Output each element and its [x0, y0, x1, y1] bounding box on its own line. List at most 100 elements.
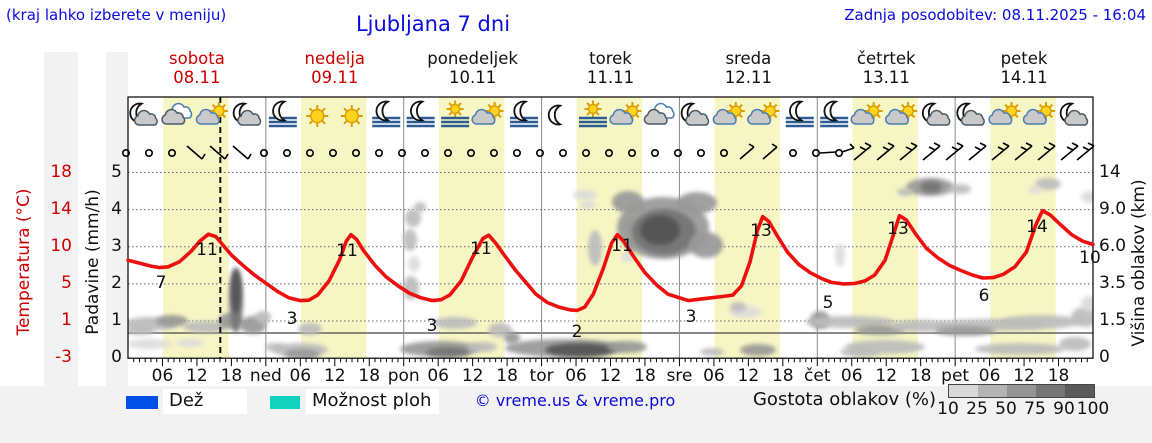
hour-axis-label: 18 [220, 366, 243, 386]
weather-icon-sun-cloud [195, 102, 228, 125]
wind-symbol-calm [420, 149, 429, 158]
hour-axis-label: 18 [496, 366, 518, 386]
temp-tick-label: 14 [50, 198, 72, 219]
density-tick-label: 10 [937, 399, 959, 419]
precip-tick-label: 2 [111, 272, 122, 293]
wind-symbol-ne [1076, 142, 1095, 161]
temp-tick-label: 10 [50, 235, 72, 256]
day-name-label: sobota [169, 49, 225, 68]
cloud-density-blob [975, 343, 1065, 355]
density-bar-segment [1065, 385, 1094, 397]
showers-legend-swatch [270, 396, 300, 409]
temperature-value-label: 14 [1026, 217, 1048, 237]
cloud-density-blob [920, 181, 942, 193]
temperature-value-label: 11 [336, 241, 358, 261]
weather-icon-sun-cloud [712, 102, 745, 125]
hour-axis-label: 12 [461, 366, 484, 386]
wind-symbol-ne [1060, 142, 1079, 161]
cloud-density-blob [1081, 296, 1093, 312]
cloud-density-blob [840, 347, 880, 357]
wind-symbol-ne [899, 142, 918, 161]
cloud-density-blob [1028, 186, 1042, 194]
cloud-density-blob [1035, 178, 1061, 190]
copyright-link[interactable]: © vreme.us & vreme.pro [474, 391, 676, 410]
weather-icon-sun [306, 105, 329, 127]
temperature-value-label: 5 [822, 293, 834, 313]
cloud-density-blob [835, 243, 845, 267]
cloud-density-blob [890, 320, 950, 332]
day-band [852, 97, 918, 359]
hour-axis-label: 12 [875, 366, 898, 386]
temperature-value-label: 11 [611, 236, 633, 256]
weather-icon-sun-cloud [1022, 102, 1055, 125]
temperature-value-label: 13 [887, 219, 909, 239]
cloud-density-blob [405, 209, 421, 227]
hour-axis-label: pon [387, 366, 420, 386]
wind-symbol-calm [673, 149, 682, 158]
wind-symbol-calm [489, 149, 498, 158]
wind-symbol-calm [374, 149, 383, 158]
hour-axis-label: tor [529, 366, 554, 386]
temperature-value-label: 10 [1079, 248, 1101, 268]
cloud-density-blob [689, 232, 723, 258]
weather-icon-sun-cloud [850, 102, 883, 125]
wind-symbol-ne1 [762, 143, 778, 160]
cloud-density-blob [1081, 191, 1093, 203]
hour-axis-label: pet [941, 366, 970, 386]
cloud-height-tick-label: 9.0 [1099, 198, 1127, 219]
wind-symbol-hook [834, 143, 855, 158]
wind-symbol-calm [627, 149, 636, 158]
wind-symbol-calm [145, 149, 154, 158]
cloud-density-blob [183, 321, 227, 333]
wind-symbol-calm [650, 149, 659, 158]
cloud-density-blob [414, 202, 426, 212]
density-tick-label: 50 [995, 399, 1017, 419]
cloud-height-axis-title: Višina oblakov (km) [1129, 179, 1149, 347]
hour-axis-label: 06 [151, 366, 174, 386]
temperature-value-label: 11 [196, 240, 218, 260]
hour-axis-label: 12 [186, 366, 208, 386]
density-bar-segment [1036, 385, 1065, 397]
menu-hint: (kraj lahko izberete v meniju) [6, 6, 227, 24]
hour-axis-label: 12 [323, 366, 346, 386]
day-name-label: četrtek [856, 49, 916, 68]
weather-icon-moon-cloud [956, 102, 985, 126]
wind-symbol-calm [696, 149, 705, 158]
cloud-density-gradient-bar [948, 384, 1095, 398]
hour-axis-label: sre [666, 366, 693, 386]
wind-symbol-calm [719, 149, 728, 158]
day-date-label: 08.11 [173, 68, 221, 87]
cloud-density-blob [935, 326, 995, 336]
weather-icon-moon-fog [785, 100, 814, 128]
hour-axis-label: 18 [634, 366, 656, 386]
weather-icon-moon-fog [820, 100, 849, 128]
day-date-label: 09.11 [311, 68, 359, 87]
weather-icon-moon-fog [268, 100, 297, 128]
rain-legend-swatch [126, 396, 158, 409]
weather-icon-sun-fog [578, 100, 607, 128]
cloud-density-blob [284, 349, 320, 359]
cloud-density-blob [580, 201, 596, 209]
temp-tick-label: 18 [50, 161, 72, 182]
day-name-label: torek [589, 49, 632, 68]
day-name-label: ponedeljek [427, 49, 518, 68]
cloud-density-blob [156, 315, 188, 327]
density-tick-label: 25 [966, 399, 988, 419]
temperature-value-label: 11 [470, 239, 492, 259]
cloud-density-blob [433, 317, 477, 329]
temperature-curve [126, 208, 1095, 313]
day-name-label: nedelja [304, 49, 366, 68]
cloud-height-tick-label: 6.0 [1099, 235, 1127, 256]
day-date-label: 13.11 [862, 68, 910, 87]
day-name-label: petek [1000, 49, 1048, 68]
weather-icon-sun-cloud [747, 102, 780, 125]
cloud-density-blob [573, 190, 597, 200]
precipitation-axis-title: Padavine (mm/h) [83, 189, 103, 335]
wind-symbol-ne [922, 142, 941, 161]
day-band [163, 97, 229, 359]
margin-strip-left-1 [44, 52, 78, 412]
cloud-density-blob [588, 230, 602, 266]
day-name-label: sreda [725, 49, 772, 68]
